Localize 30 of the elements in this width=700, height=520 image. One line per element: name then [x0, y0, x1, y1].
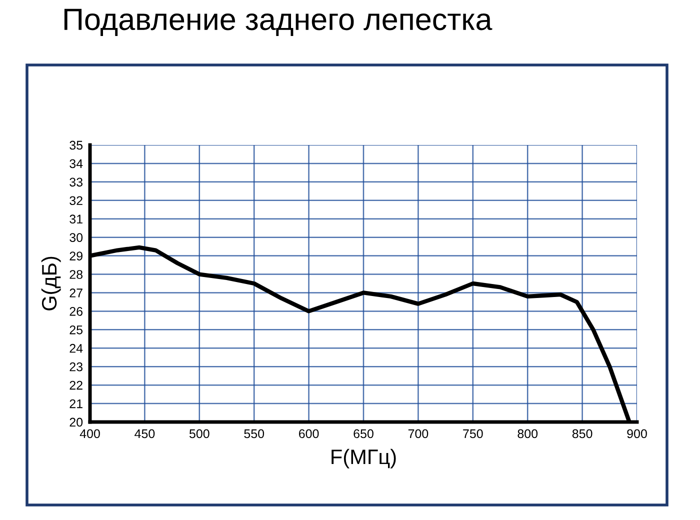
y-axis-title: G(дБ) — [41, 256, 61, 310]
y-tick-label: 26 — [70, 307, 83, 316]
y-tick-label: 35 — [70, 140, 83, 150]
y-tick-label: 25 — [70, 325, 83, 334]
y-tick-label: 20 — [70, 418, 83, 427]
x-tick-label: 750 — [463, 429, 483, 438]
x-tick-label: 700 — [408, 429, 428, 438]
chart-title: Подавление заднего лепестка — [64, 8, 492, 36]
x-tick-label: 550 — [244, 429, 264, 438]
x-tick-label: 400 — [80, 429, 100, 438]
y-tick-label: 30 — [70, 233, 83, 242]
y-tick-label: 21 — [70, 399, 82, 408]
y-tick-label: 32 — [70, 196, 82, 206]
x-tick-label: 650 — [354, 429, 374, 438]
x-tick-label: 850 — [572, 429, 592, 438]
y-tick-label: 29 — [70, 252, 82, 260]
y-tick-label: 33 — [70, 178, 83, 187]
y-tick-label: 23 — [70, 362, 83, 372]
y-tick-label: 22 — [70, 380, 82, 390]
y-tick-label: 34 — [70, 159, 83, 168]
x-tick-label: 600 — [299, 429, 319, 438]
x-tick-label: 900 — [627, 429, 647, 438]
y-tick-label: 24 — [70, 344, 83, 353]
y-tick-label: 27 — [70, 288, 82, 298]
x-tick-label: 800 — [518, 429, 538, 438]
x-tick-label: 450 — [134, 429, 155, 438]
x-tick-label: 500 — [189, 429, 210, 438]
x-axis-title: F(МГц) — [332, 448, 396, 468]
y-tick-label: 31 — [70, 214, 82, 224]
y-tick-label: 28 — [70, 270, 83, 279]
